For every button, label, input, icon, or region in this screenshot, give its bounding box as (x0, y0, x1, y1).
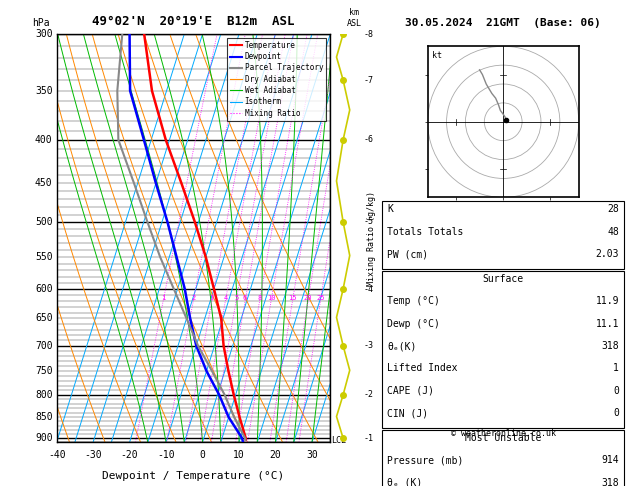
Text: -20: -20 (121, 451, 138, 460)
Text: 30.05.2024  21GMT  (Base: 06): 30.05.2024 21GMT (Base: 06) (405, 18, 601, 28)
Bar (382, 430, 624, 486)
Text: -6: -6 (364, 136, 374, 144)
Text: © weatheronline.co.uk: © weatheronline.co.uk (451, 429, 555, 438)
Text: 11.1: 11.1 (596, 318, 619, 329)
Text: 20: 20 (304, 295, 313, 301)
Text: 28: 28 (607, 204, 619, 214)
Text: 11.9: 11.9 (596, 296, 619, 306)
Text: Dewp (°C): Dewp (°C) (387, 318, 440, 329)
Text: 3: 3 (209, 295, 214, 301)
Text: 750: 750 (35, 366, 52, 376)
Text: 0: 0 (613, 386, 619, 396)
Text: -8: -8 (364, 30, 374, 38)
Text: 20: 20 (270, 451, 281, 460)
Text: 450: 450 (35, 178, 52, 188)
Text: 400: 400 (35, 135, 52, 145)
Text: 2.03: 2.03 (596, 249, 619, 259)
Text: -10: -10 (157, 451, 175, 460)
Text: -3: -3 (364, 341, 374, 350)
Text: Temp (°C): Temp (°C) (387, 296, 440, 306)
Text: hPa: hPa (32, 18, 50, 28)
Text: 1: 1 (161, 295, 165, 301)
Text: 350: 350 (35, 86, 52, 96)
Text: CAPE (J): CAPE (J) (387, 386, 435, 396)
Text: θₑ (K): θₑ (K) (387, 478, 423, 486)
Text: 850: 850 (35, 412, 52, 422)
Text: 8: 8 (257, 295, 262, 301)
Bar (382, 271, 624, 428)
Text: 10: 10 (233, 451, 245, 460)
Text: 0: 0 (613, 408, 619, 418)
Text: 1: 1 (613, 364, 619, 373)
Text: Most Unstable: Most Unstable (465, 433, 542, 443)
Text: Dewpoint / Temperature (°C): Dewpoint / Temperature (°C) (103, 471, 284, 481)
Text: Lifted Index: Lifted Index (387, 364, 458, 373)
Text: Pressure (mb): Pressure (mb) (387, 455, 464, 465)
Text: -30: -30 (84, 451, 102, 460)
Text: Mixing Ratio (g/kg): Mixing Ratio (g/kg) (367, 191, 376, 286)
Text: -5: -5 (364, 217, 374, 226)
Text: K: K (387, 204, 393, 214)
Text: -2: -2 (364, 390, 374, 399)
Text: 4: 4 (223, 295, 228, 301)
Text: kt: kt (432, 51, 442, 60)
Text: 5: 5 (234, 295, 238, 301)
Text: 15: 15 (288, 295, 297, 301)
Text: 10: 10 (267, 295, 276, 301)
Text: 700: 700 (35, 341, 52, 351)
Text: Totals Totals: Totals Totals (387, 226, 464, 237)
Text: 300: 300 (35, 29, 52, 39)
Text: LCL: LCL (331, 436, 346, 445)
Text: 49°02'N  20°19'E  B12m  ASL: 49°02'N 20°19'E B12m ASL (92, 15, 294, 28)
Text: 318: 318 (601, 341, 619, 351)
Text: 318: 318 (601, 478, 619, 486)
Text: 25: 25 (316, 295, 325, 301)
Text: 650: 650 (35, 313, 52, 324)
Text: Surface: Surface (482, 274, 524, 284)
Text: km
ASL: km ASL (347, 8, 362, 28)
Text: 48: 48 (607, 226, 619, 237)
Text: 30: 30 (306, 451, 318, 460)
Text: -4: -4 (364, 284, 374, 294)
Text: 6: 6 (243, 295, 247, 301)
Bar (382, 201, 624, 269)
Text: CIN (J): CIN (J) (387, 408, 428, 418)
Text: -40: -40 (48, 451, 65, 460)
Text: -1: -1 (364, 434, 374, 443)
Text: 550: 550 (35, 252, 52, 262)
Text: 500: 500 (35, 217, 52, 227)
Text: -7: -7 (364, 75, 374, 85)
Text: 800: 800 (35, 390, 52, 400)
Text: 900: 900 (35, 433, 52, 443)
Text: PW (cm): PW (cm) (387, 249, 428, 259)
Text: 2: 2 (191, 295, 196, 301)
Text: 914: 914 (601, 455, 619, 465)
Legend: Temperature, Dewpoint, Parcel Trajectory, Dry Adiabat, Wet Adiabat, Isotherm, Mi: Temperature, Dewpoint, Parcel Trajectory… (227, 38, 326, 121)
Text: 0: 0 (199, 451, 206, 460)
Text: θₑ(K): θₑ(K) (387, 341, 417, 351)
Text: 600: 600 (35, 284, 52, 294)
